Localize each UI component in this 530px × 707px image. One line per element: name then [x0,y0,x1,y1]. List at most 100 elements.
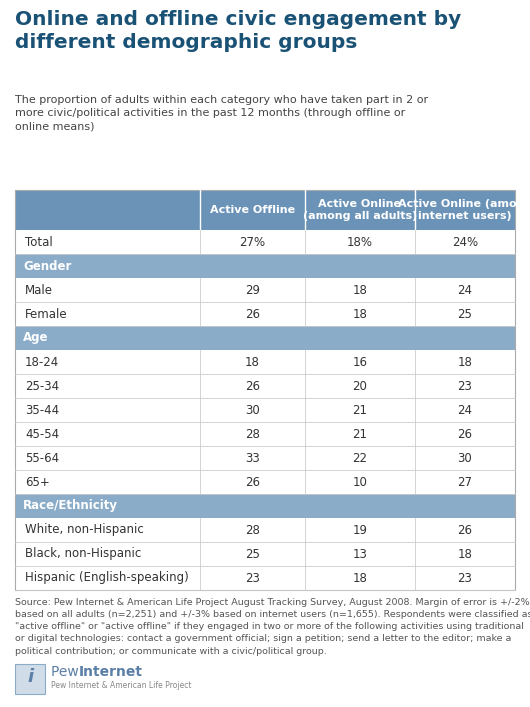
Bar [305,254,415,278]
Bar [415,350,515,374]
Bar [305,470,415,494]
Text: 26: 26 [457,428,473,440]
Bar [305,518,415,542]
Text: 55-64: 55-64 [25,452,59,464]
Text: Black, non-Hispanic: Black, non-Hispanic [25,547,142,561]
Bar [200,446,305,470]
Text: 26: 26 [457,523,473,537]
Text: Male: Male [25,284,53,296]
Text: 27%: 27% [240,235,266,248]
Bar [200,470,305,494]
Bar [305,566,415,590]
Text: 28: 28 [245,428,260,440]
Text: 18-24: 18-24 [25,356,59,368]
Bar [305,326,415,350]
Bar [15,398,200,422]
Text: 27: 27 [457,476,473,489]
Bar [15,374,200,398]
Bar [15,494,200,518]
Text: 30: 30 [245,404,260,416]
Bar [200,350,305,374]
Text: 30: 30 [457,452,472,464]
Text: Active Offline: Active Offline [210,205,295,215]
Text: 24%: 24% [452,235,478,248]
Text: 18: 18 [457,547,472,561]
Text: Total: Total [25,235,53,248]
Text: 10: 10 [352,476,367,489]
Bar [415,518,515,542]
Bar [15,190,515,590]
Bar [415,446,515,470]
Text: 24: 24 [457,404,473,416]
Text: The proportion of adults within each category who have taken part in 2 or
more c: The proportion of adults within each cat… [15,95,428,132]
Text: 13: 13 [352,547,367,561]
Bar [415,254,515,278]
Text: 29: 29 [245,284,260,296]
Text: 45-54: 45-54 [25,428,59,440]
Text: 19: 19 [352,523,367,537]
Bar [15,278,200,302]
Text: Active Online (among
internet users): Active Online (among internet users) [398,199,530,221]
Bar [200,422,305,446]
Bar [15,542,200,566]
Text: 18: 18 [352,571,367,585]
Bar [415,230,515,254]
Bar [15,664,45,694]
Bar [415,326,515,350]
Bar [415,278,515,302]
Text: Gender: Gender [23,259,72,272]
Text: 23: 23 [457,571,472,585]
Bar [415,422,515,446]
Bar [200,374,305,398]
Bar [15,470,200,494]
Bar [415,470,515,494]
Text: Online and offline civic engagement by
different demographic groups: Online and offline civic engagement by d… [15,10,461,52]
Text: i: i [27,668,33,686]
Bar [200,398,305,422]
Text: 25-34: 25-34 [25,380,59,392]
Text: 25: 25 [457,308,472,320]
Text: 35-44: 35-44 [25,404,59,416]
Bar [15,326,200,350]
Bar [305,542,415,566]
Bar [305,446,415,470]
Bar [15,350,200,374]
Bar [200,542,305,566]
Bar [415,566,515,590]
Text: 26: 26 [245,308,260,320]
Bar [15,302,200,326]
Bar [415,374,515,398]
Text: 18: 18 [352,284,367,296]
Text: 18: 18 [245,356,260,368]
Text: Hispanic (English-speaking): Hispanic (English-speaking) [25,571,189,585]
Bar [305,278,415,302]
Bar [15,190,200,230]
Bar [15,254,200,278]
Bar [15,422,200,446]
Text: 33: 33 [245,452,260,464]
Text: Pew: Pew [51,665,83,679]
Bar [15,446,200,470]
Bar [200,230,305,254]
Bar [200,494,305,518]
Bar [305,374,415,398]
Bar [200,190,305,230]
Bar [305,494,415,518]
Text: White, non-Hispanic: White, non-Hispanic [25,523,144,537]
Bar [305,398,415,422]
Bar [15,566,200,590]
Text: 21: 21 [352,404,367,416]
Text: 18: 18 [457,356,472,368]
Bar [305,230,415,254]
Text: 18: 18 [352,308,367,320]
Bar [200,278,305,302]
Bar [415,302,515,326]
Text: Age: Age [23,332,49,344]
Text: Internet: Internet [79,665,143,679]
Text: Female: Female [25,308,68,320]
Text: 26: 26 [245,476,260,489]
Text: 25: 25 [245,547,260,561]
Bar [415,190,515,230]
Text: 24: 24 [457,284,473,296]
Text: Race/Ethnicity: Race/Ethnicity [23,500,118,513]
